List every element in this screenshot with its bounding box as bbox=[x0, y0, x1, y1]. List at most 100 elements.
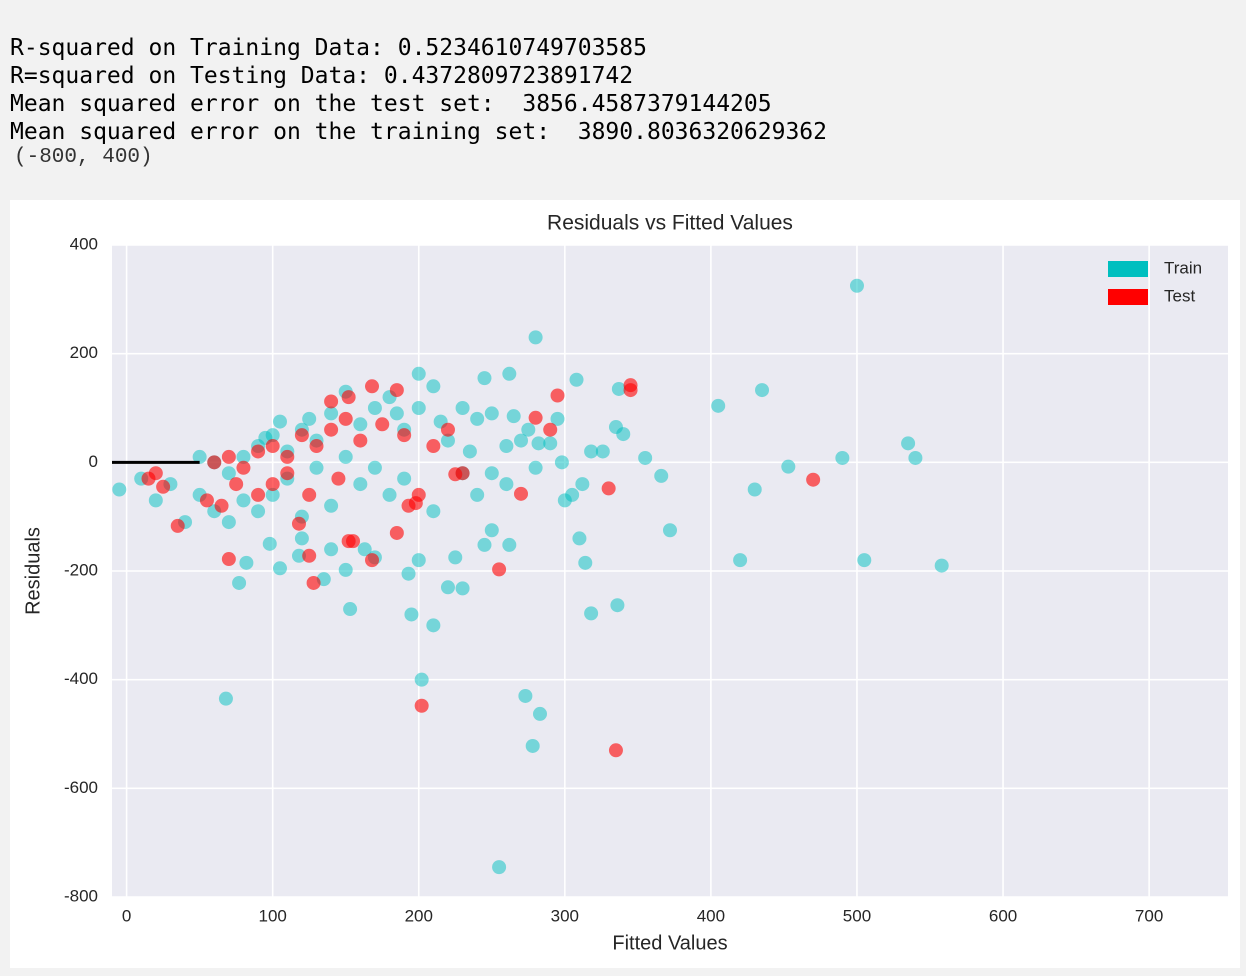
y-tick-label: -200 bbox=[64, 560, 98, 579]
stdout: R-squared on Training Data: 0.5234610749… bbox=[10, 6, 827, 174]
point bbox=[578, 555, 593, 570]
point bbox=[401, 566, 416, 581]
point bbox=[291, 516, 306, 531]
point bbox=[338, 449, 353, 464]
point bbox=[302, 487, 317, 502]
point bbox=[440, 422, 455, 437]
point bbox=[499, 477, 514, 492]
point bbox=[477, 371, 492, 386]
point bbox=[324, 498, 339, 513]
point bbox=[654, 468, 669, 483]
point bbox=[324, 422, 339, 437]
point bbox=[901, 436, 916, 451]
point bbox=[525, 738, 540, 753]
point bbox=[411, 553, 426, 568]
point bbox=[781, 459, 796, 474]
point bbox=[411, 401, 426, 415]
point bbox=[747, 482, 762, 497]
point bbox=[338, 562, 353, 577]
point bbox=[148, 466, 163, 481]
point bbox=[148, 493, 163, 508]
point bbox=[265, 487, 280, 502]
point bbox=[470, 411, 485, 426]
point bbox=[543, 436, 558, 451]
point bbox=[280, 449, 295, 464]
point bbox=[221, 552, 236, 567]
point bbox=[514, 433, 529, 448]
y-tick-label: -400 bbox=[64, 669, 98, 688]
point bbox=[448, 550, 463, 565]
point bbox=[806, 472, 821, 487]
point bbox=[531, 436, 546, 451]
point bbox=[229, 477, 244, 492]
point bbox=[397, 471, 412, 486]
point bbox=[338, 411, 353, 426]
point bbox=[528, 410, 543, 425]
point bbox=[440, 433, 455, 448]
point bbox=[908, 450, 923, 465]
point bbox=[554, 455, 569, 470]
point bbox=[239, 555, 254, 570]
x-tick-label: 500 bbox=[843, 906, 871, 925]
point bbox=[575, 477, 590, 492]
x-tick-label: 0 bbox=[122, 906, 131, 925]
point bbox=[375, 417, 390, 432]
point bbox=[170, 518, 185, 533]
legend-label: Test bbox=[1164, 286, 1195, 305]
x-tick-label: 400 bbox=[697, 906, 725, 925]
y-axis-label: Residuals bbox=[22, 527, 44, 615]
point bbox=[499, 439, 514, 454]
point bbox=[341, 390, 356, 405]
output-line: Mean squared error on the test set: 3856… bbox=[10, 91, 772, 117]
point bbox=[857, 553, 872, 568]
y-tick-label: 0 bbox=[89, 452, 98, 471]
point bbox=[357, 542, 372, 557]
point bbox=[502, 537, 517, 552]
point bbox=[272, 561, 287, 576]
point bbox=[608, 420, 623, 435]
point bbox=[414, 672, 429, 687]
point bbox=[426, 618, 441, 633]
point bbox=[611, 381, 626, 396]
point bbox=[934, 558, 949, 573]
point bbox=[302, 548, 317, 563]
point bbox=[324, 394, 339, 409]
point bbox=[462, 444, 477, 459]
point bbox=[302, 411, 317, 426]
point bbox=[265, 477, 280, 492]
point bbox=[572, 531, 587, 546]
labels: Residuals vs Fitted Values Fitted Values… bbox=[22, 212, 1202, 955]
point bbox=[477, 537, 492, 552]
point bbox=[550, 411, 565, 426]
output-line: R-squared on Training Data: 0.5234610749… bbox=[10, 35, 647, 61]
point bbox=[663, 523, 677, 538]
result: (-800, 400) bbox=[14, 146, 153, 169]
point bbox=[414, 698, 429, 713]
chart-title: Residuals vs Fitted Values bbox=[547, 212, 793, 235]
point bbox=[492, 860, 507, 875]
x-tick-label: 700 bbox=[1135, 906, 1163, 925]
point bbox=[565, 487, 580, 502]
point bbox=[156, 479, 171, 494]
point bbox=[192, 449, 207, 464]
point bbox=[262, 536, 277, 551]
point bbox=[484, 406, 499, 421]
point bbox=[514, 486, 529, 501]
point bbox=[711, 398, 726, 413]
point bbox=[543, 422, 558, 437]
x-tick-label: 200 bbox=[405, 906, 433, 925]
chart: Residuals vs Fitted Values Fitted Values… bbox=[10, 200, 1240, 968]
point bbox=[291, 548, 306, 563]
point bbox=[272, 414, 287, 429]
point bbox=[397, 428, 412, 443]
point bbox=[506, 409, 521, 424]
point bbox=[309, 439, 324, 454]
point bbox=[638, 450, 653, 465]
point bbox=[365, 553, 380, 568]
point bbox=[601, 481, 616, 496]
point bbox=[221, 515, 236, 530]
point bbox=[382, 487, 397, 502]
point bbox=[199, 493, 214, 508]
point bbox=[353, 417, 368, 432]
point bbox=[221, 466, 236, 481]
